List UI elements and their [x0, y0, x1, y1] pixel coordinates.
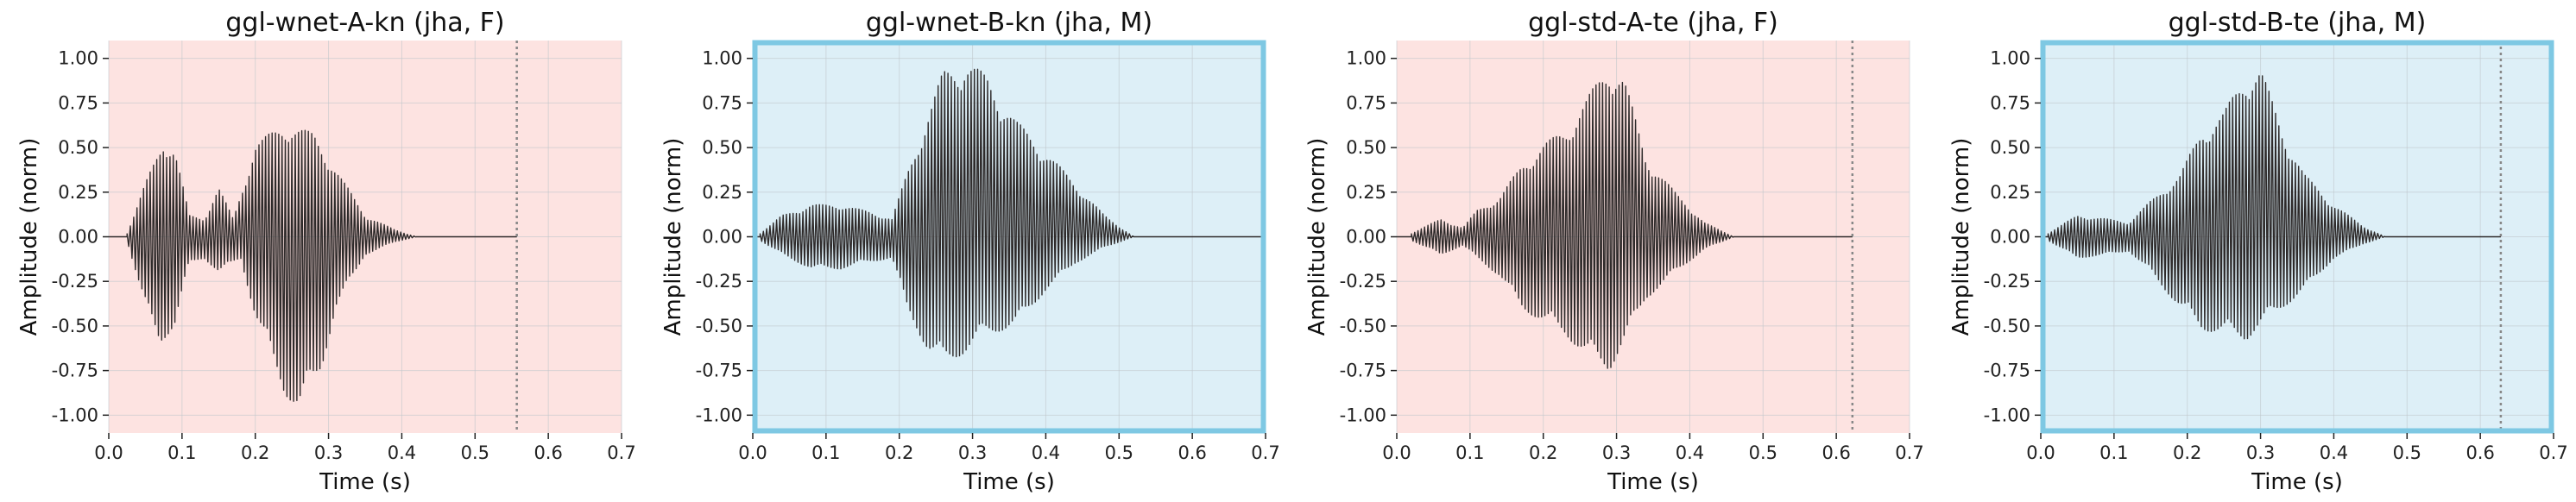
y-tick-label: 0.25	[1346, 182, 1386, 203]
chart-title: ggl-wnet-A-kn (jha, F)	[225, 8, 504, 38]
y-tick-label: -0.75	[1984, 361, 2030, 381]
y-tick-label: -0.75	[52, 361, 98, 381]
x-tick-label: 0.1	[167, 442, 196, 463]
chart-1: 0.0 0.1 0.2 0.3 0.4 0.5 0.6 0.7 1.00 0.75 0.50 0.25…	[16, 8, 636, 495]
x-tick-label: 0.2	[241, 442, 269, 463]
x-tick-label: 0.4	[1032, 442, 1060, 463]
y-tick-label: 0.25	[702, 182, 742, 203]
waveform-line	[753, 68, 1266, 358]
y-tick-label: -0.75	[696, 361, 742, 381]
waveform-line	[2041, 75, 2501, 340]
y-axis-label: Amplitude (norm)	[1948, 138, 1974, 336]
x-tick-label: 0.7	[2539, 442, 2567, 463]
y-tick-label: 0.00	[702, 227, 742, 248]
y-tick-label: 0.00	[58, 227, 98, 248]
x-axis-label: Time (s)	[2251, 469, 2343, 495]
chart-title: ggl-std-B-te (jha, M)	[2169, 8, 2427, 38]
waveform-line	[1397, 81, 1853, 369]
x-tick-label: 0.7	[1251, 442, 1279, 463]
y-axis-label: Amplitude (norm)	[1304, 138, 1330, 336]
y-tick-label: -0.25	[696, 271, 742, 292]
highlight-border	[752, 40, 1266, 434]
x-tick-label: 0.3	[314, 442, 343, 463]
x-tick-label: 0.2	[885, 442, 913, 463]
x-tick-label: 0.7	[1895, 442, 1923, 463]
y-tick-label: 0.50	[1346, 137, 1386, 158]
x-tick-label: 0.2	[1529, 442, 1557, 463]
y-tick-label: 1.00	[702, 48, 742, 69]
chart-2: 0.0 0.1 0.2 0.3 0.4 0.5 0.6 0.7 1.00 0.75 0.50 0.25…	[660, 8, 1280, 495]
y-tick-label: 0.75	[58, 92, 98, 113]
y-tick-label: 0.25	[58, 182, 98, 203]
y-tick-label: 0.00	[1990, 227, 2030, 248]
y-tick-label: -0.50	[696, 316, 742, 336]
y-tick-label: -1.00	[1984, 405, 2030, 425]
x-axis-label: Time (s)	[963, 469, 1055, 495]
x-axis-label: Time (s)	[1607, 469, 1699, 495]
y-tick-label: 0.50	[1990, 137, 2030, 158]
x-tick-label: 0.1	[811, 442, 840, 463]
x-tick-label: 0.6	[534, 442, 562, 463]
x-tick-label: 0.4	[388, 442, 416, 463]
x-tick-label: 0.5	[1105, 442, 1133, 463]
y-tick-label: -0.50	[1984, 316, 2030, 336]
y-tick-label: 0.50	[702, 137, 742, 158]
y-tick-label: -0.50	[52, 316, 98, 336]
x-tick-label: 0.3	[1602, 442, 1631, 463]
x-tick-label: 0.6	[1178, 442, 1206, 463]
y-tick-label: 0.75	[1346, 92, 1386, 113]
y-tick-label: -1.00	[1340, 405, 1386, 425]
y-tick-label: 0.25	[1990, 182, 2030, 203]
x-tick-label: 0.4	[2320, 442, 2348, 463]
y-tick-label: -1.00	[52, 405, 98, 425]
x-tick-label: 0.4	[1676, 442, 1704, 463]
x-tick-label: 0.3	[958, 442, 987, 463]
x-tick-label: 0.5	[461, 442, 489, 463]
y-axis-label: Amplitude (norm)	[16, 138, 42, 336]
x-tick-label: 0.2	[2173, 442, 2201, 463]
y-tick-label: 1.00	[58, 48, 98, 69]
x-tick-label: 0.0	[94, 442, 123, 463]
chart-3: 0.0 0.1 0.2 0.3 0.4 0.5 0.6 0.7 1.00 0.75 0.50 0.25…	[1304, 8, 1924, 495]
x-tick-label: 0.3	[2246, 442, 2275, 463]
x-tick-label: 0.0	[738, 442, 767, 463]
y-tick-label: -0.25	[1984, 271, 2030, 292]
waveform-line	[109, 129, 517, 402]
highlight-border	[2040, 40, 2554, 434]
chart-title: ggl-wnet-B-kn (jha, M)	[866, 8, 1152, 38]
chart-title: ggl-std-A-te (jha, F)	[1528, 8, 1778, 38]
y-tick-label: 1.00	[1346, 48, 1386, 69]
y-tick-label: 0.75	[702, 92, 742, 113]
y-tick-label: -0.25	[52, 271, 98, 292]
chart-4: 0.0 0.1 0.2 0.3 0.4 0.5 0.6 0.7 1.00 0.75 0.50 0.25…	[1948, 8, 2568, 495]
x-tick-label: 0.0	[2026, 442, 2055, 463]
x-tick-label: 0.6	[2466, 442, 2494, 463]
x-tick-label: 0.5	[1749, 442, 1777, 463]
x-tick-label: 0.0	[1382, 442, 1411, 463]
x-tick-label: 0.7	[607, 442, 635, 463]
y-tick-label: 0.50	[58, 137, 98, 158]
y-tick-label: -1.00	[696, 405, 742, 425]
x-tick-label: 0.1	[1455, 442, 1484, 463]
x-tick-label: 0.1	[2099, 442, 2128, 463]
y-tick-label: 0.75	[1990, 92, 2030, 113]
y-tick-label: 1.00	[1990, 48, 2030, 69]
y-tick-label: -0.25	[1340, 271, 1386, 292]
y-tick-label: -0.75	[1340, 361, 1386, 381]
x-axis-label: Time (s)	[319, 469, 411, 495]
y-tick-label: 0.00	[1346, 227, 1386, 248]
x-tick-label: 0.5	[2393, 442, 2421, 463]
x-tick-label: 0.6	[1822, 442, 1850, 463]
y-axis-label: Amplitude (norm)	[660, 138, 686, 336]
y-tick-label: -0.50	[1340, 316, 1386, 336]
